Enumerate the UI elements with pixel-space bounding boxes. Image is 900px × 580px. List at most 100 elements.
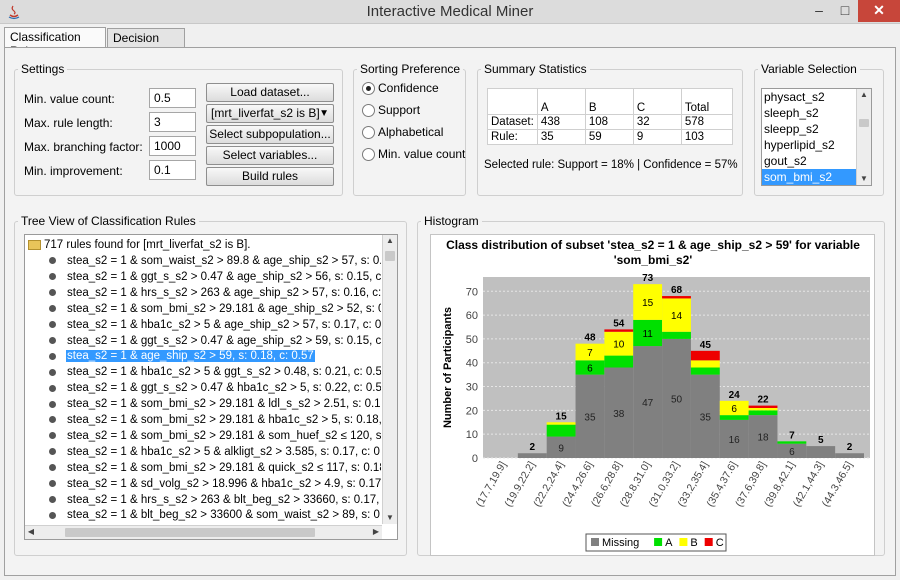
tree-vertical-scrollbar[interactable]: ▲ ▼ [382, 235, 397, 524]
histogram-chart: Class distribution of subset 'stea_s2 = … [430, 234, 875, 556]
min-value-count-field[interactable]: 0.5 [149, 88, 196, 108]
bar-segment-c [748, 405, 778, 408]
tree-rule-item[interactable]: stea_s2 = 1 & hba1c_s2 > 5 & ggt_s_s2 > … [41, 364, 381, 380]
tree-rule-item[interactable]: stea_s2 = 1 & som_bmi_s2 > 29.181 & hba1… [41, 412, 381, 428]
scrollbar-thumb[interactable] [65, 528, 315, 537]
sorting-preference-group: Sorting Preference [353, 62, 466, 196]
scrollbar-thumb[interactable] [859, 119, 869, 127]
data-label: 10 [613, 340, 625, 351]
scroll-up-icon[interactable]: ▲ [386, 236, 394, 245]
summary-header-cell: B [584, 88, 634, 115]
bar-segment-missing [777, 443, 807, 458]
tree-rule-item[interactable]: stea_s2 = 1 & som_bmi_s2 > 29.181 & ldl_… [41, 396, 381, 412]
summary-cell: Dataset: [487, 114, 538, 130]
sort-min-value-count-radio[interactable]: Min. value count [362, 147, 465, 163]
tree-rule-item[interactable]: stea_s2 = 1 & som_bmi_s2 > 29.181 & quic… [41, 460, 381, 476]
variable-item-selected[interactable]: som_bmi_s2 [762, 169, 871, 185]
sort-confidence-radio[interactable]: Confidence [362, 81, 439, 97]
summary-cell: 438 [536, 114, 586, 130]
rules-tree[interactable]: 717 rules found for [mrt_liverfat_s2 is … [24, 234, 398, 540]
load-dataset-button[interactable]: Load dataset... [206, 83, 334, 102]
leaf-node-icon [49, 448, 56, 456]
target-class-combo[interactable]: [mrt_liverfat_s2 is B] ▼ [206, 104, 334, 123]
tree-root[interactable]: 717 rules found for [mrt_liverfat_s2 is … [28, 237, 250, 253]
variable-selection-group: Variable Selection [754, 62, 884, 196]
tree-rule-text: stea_s2 = 1 & som_bmi_s2 > 29.181 & quic… [67, 461, 381, 474]
scroll-down-icon[interactable]: ▼ [386, 513, 394, 522]
tree-rule-item[interactable]: stea_s2 = 1 & ggt_s_s2 > 0.47 & age_ship… [41, 269, 381, 285]
build-rules-button[interactable]: Build rules [206, 167, 334, 186]
tree-rule-text: stea_s2 = 1 & age_ship_s2 > 59, s: 0.18,… [66, 350, 315, 363]
bar-segment-a [604, 355, 634, 368]
tree-rule-item[interactable]: stea_s2 = 1 & hba1c_s2 > 5 & age_ship_s2… [41, 317, 381, 333]
chart-title-line-1: Class distribution of subset 'stea_s2 = … [446, 238, 860, 252]
minimize-button[interactable]: – [815, 2, 823, 18]
summary-cell: 59 [584, 129, 634, 145]
tree-rule-text: stea_s2 = 1 & som_bmi_s2 > 29.181 & hba1… [67, 414, 381, 426]
variable-list-scrollbar[interactable]: ▲ ▼ [856, 89, 871, 185]
summary-row-dataset: Dataset: 438 108 32 578 [487, 114, 734, 130]
scroll-left-icon[interactable]: ◀ [27, 527, 35, 536]
select-subpopulation-button[interactable]: Select subpopulation... [206, 125, 334, 144]
radio-unchecked-icon [362, 104, 375, 118]
tree-rule-item[interactable]: stea_s2 = 1 & hba1c_s2 > 5 & alkligt_s2 … [41, 444, 381, 460]
leaf-node-icon [49, 305, 56, 313]
tree-rule-item[interactable]: stea_s2 = 1 & som_waist_s2 > 89.8 & age_… [41, 253, 381, 269]
bar-segment-b [719, 400, 749, 416]
scroll-down-icon[interactable]: ▼ [860, 174, 868, 183]
data-label: 9 [558, 443, 564, 454]
sort-support-radio[interactable]: Support [362, 103, 420, 119]
bar-total-label: 5 [818, 435, 824, 446]
tree-rule-item[interactable]: stea_s2 = 1 & blt_beg_s2 > 33600 & som_w… [41, 507, 381, 523]
variable-item[interactable]: physact_s2 [764, 90, 825, 104]
tree-rule-item[interactable]: stea_s2 = 1 & sd_volg_s2 > 18.996 & hba1… [41, 476, 381, 492]
bar-segment-b [604, 331, 634, 356]
scroll-up-icon[interactable]: ▲ [860, 90, 868, 99]
y-tick-label: 10 [466, 429, 478, 441]
max-rule-length-field[interactable]: 3 [149, 112, 196, 132]
close-button[interactable]: ✕ [858, 0, 900, 22]
java-app-icon [8, 5, 20, 20]
tree-rule-item[interactable]: stea_s2 = 1 & hrs_s_s2 > 263 & age_ship_… [41, 285, 381, 301]
tree-rule-item[interactable]: stea_s2 = 1 & som_waist_s2 > 89.8 & blt_… [41, 539, 381, 540]
data-label: 15 [642, 298, 654, 309]
data-label: 50 [671, 394, 683, 405]
summary-cell: 32 [632, 114, 682, 130]
tree-rule-item[interactable]: stea_s2 = 1 & som_bmi_s2 > 29.181 & age_… [41, 301, 381, 317]
bar-segment-b [575, 343, 605, 361]
tree-rule-item[interactable]: stea_s2 = 1 & som_bmi_s2 > 29.181 & som_… [41, 428, 381, 444]
sort-alphabetical-radio[interactable]: Alphabetical [362, 125, 443, 141]
summary-cell: 35 [536, 129, 586, 145]
bar-segment-b [690, 360, 720, 368]
bar-segment-a [633, 319, 663, 347]
variable-list[interactable]: physact_s2 sleeph_s2 sleepp_s2 hyperlipi… [761, 88, 872, 186]
tree-view-legend: Tree View of Classification Rules [21, 214, 196, 228]
leaf-node-icon [49, 289, 56, 297]
y-tick-label: 60 [466, 310, 478, 322]
summary-legend: Summary Statistics [484, 62, 587, 76]
variable-item[interactable]: hyperlipid_s2 [764, 138, 835, 152]
select-variables-button[interactable]: Select variables... [206, 146, 334, 165]
variable-item[interactable]: gout_s2 [764, 154, 807, 168]
variable-item[interactable]: sleeph_s2 [764, 106, 819, 120]
scrollbar-thumb[interactable] [385, 251, 395, 261]
scroll-right-icon[interactable]: ▶ [372, 527, 380, 536]
variable-item[interactable]: sleepp_s2 [764, 122, 819, 136]
tree-rule-text: stea_s2 = 1 & blt_beg_s2 > 33600 & som_w… [67, 509, 381, 522]
max-branching-factor-field[interactable]: 1000 [149, 136, 196, 156]
bar-total-label: 73 [642, 273, 654, 284]
tree-horizontal-scrollbar[interactable]: ◀ ▶ [25, 525, 382, 539]
tree-rule-item[interactable]: stea_s2 = 1 & hrs_s_s2 > 263 & blt_beg_s… [41, 492, 381, 508]
tree-rule-item[interactable]: stea_s2 = 1 & ggt_s_s2 > 0.47 & age_ship… [41, 333, 381, 349]
min-improvement-field[interactable]: 0.1 [149, 160, 196, 180]
maximize-button[interactable]: □ [840, 2, 850, 18]
tree-rule-item-selected[interactable]: stea_s2 = 1 & age_ship_s2 > 59, s: 0.18,… [41, 348, 381, 364]
bar-segment-b [546, 422, 576, 425]
selected-rule-stats: Selected rule: Support = 18% | Confidenc… [484, 159, 738, 171]
tree-rule-text: stea_s2 = 1 & som_bmi_s2 > 29.181 & som_… [67, 429, 381, 442]
settings-legend: Settings [21, 62, 65, 76]
bar-segment-missing [748, 415, 778, 458]
tab-decision-trees[interactable]: Decision Trees [107, 28, 185, 59]
tab-classification-rules[interactable]: Classification Rules [4, 27, 106, 58]
tree-rule-item[interactable]: stea_s2 = 1 & ggt_s_s2 > 0.47 & hba1c_s2… [41, 380, 381, 396]
